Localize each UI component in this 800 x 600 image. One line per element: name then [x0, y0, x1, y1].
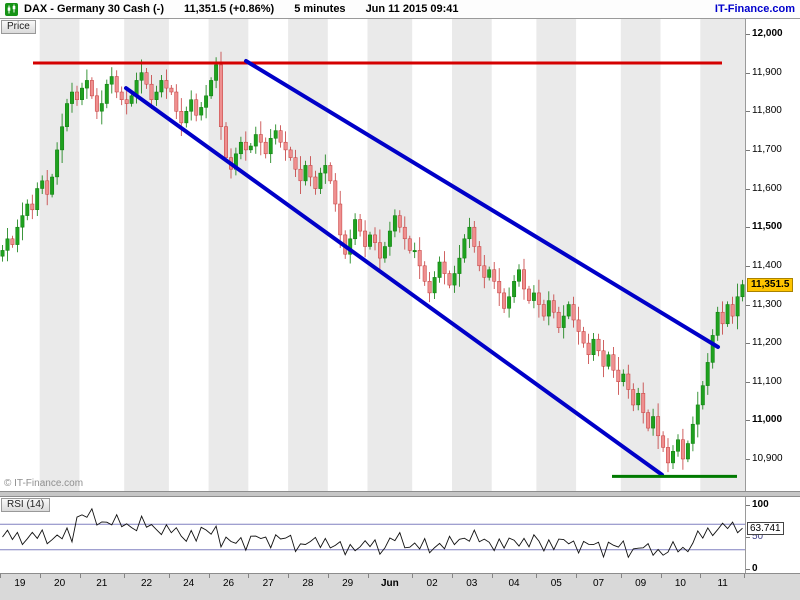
time-axis-tick	[536, 574, 538, 578]
time-axis-tick	[412, 574, 414, 578]
day-band	[208, 19, 249, 491]
day-band	[452, 19, 492, 491]
time-axis-tick	[39, 574, 41, 578]
brand-link[interactable]: IT-Finance.com	[714, 3, 795, 15]
price-axis-label: 11,000	[752, 414, 783, 426]
time-axis-label: 24	[183, 578, 195, 589]
datetime-label: Jun 11 2015 09:41	[365, 3, 459, 15]
price-axis-label: 12,000	[752, 28, 783, 39]
last-price-badge: 11,351.5	[747, 278, 794, 293]
price-axis-tick	[746, 149, 750, 151]
time-axis-tick	[0, 574, 1, 578]
time-axis-label: Jun	[381, 578, 399, 589]
time-axis-tick	[288, 574, 290, 578]
time-axis-label: 07	[592, 578, 605, 589]
channel-lower-line[interactable]	[124, 86, 664, 477]
price-axis-label: 11,100	[752, 375, 782, 387]
rsi-axis-tick	[746, 505, 750, 506]
time-axis-label: 26	[222, 578, 235, 589]
day-band	[536, 19, 577, 491]
day-band	[700, 19, 745, 491]
price-axis-tick	[746, 304, 750, 306]
rsi-axis-tick	[746, 537, 750, 538]
price-axis-tick	[746, 188, 750, 190]
time-axis-label: 19	[14, 578, 26, 589]
rsi-axis-label: 50	[752, 531, 764, 542]
time-axis-label: 27	[262, 578, 274, 589]
price-pane[interactable]: Price © IT-Finance.com	[0, 19, 745, 491]
price-axis-tick	[746, 111, 750, 113]
rsi-pane[interactable]: RSI (14)	[0, 497, 745, 573]
price-axis-label: 11,300	[752, 298, 782, 310]
time-axis-label: 05	[550, 578, 562, 589]
day-bands	[39, 19, 745, 491]
rsi-value-badge: 63.741	[747, 521, 784, 535]
time-axis-tick	[620, 574, 622, 578]
time-axis-tick	[452, 574, 453, 578]
watermark: © IT-Finance.com	[4, 478, 84, 489]
time-axis-label: 10	[674, 578, 686, 589]
last-price-change: 11,351.5 (+0.86%)	[183, 3, 275, 15]
time-axis-label: 04	[508, 578, 520, 589]
price-axis[interactable]: 11,351.5 12,000 11,900 11,800 11,700 11,600 1…	[745, 19, 800, 491]
time-axis-tick	[660, 574, 662, 578]
rsi-axis-label: 100	[752, 499, 769, 510]
price-chart-canvas[interactable]	[0, 19, 745, 491]
time-axis-tick	[491, 574, 493, 578]
price-axis-label: 11,500	[752, 221, 783, 233]
instrument-icon	[5, 2, 19, 16]
price-axis-label: 11,600	[752, 182, 782, 194]
price-axis-tick	[746, 227, 750, 229]
time-axis-tick	[248, 574, 250, 578]
time-axis-tick	[124, 574, 126, 578]
rsi-axis-label: 0	[752, 563, 758, 574]
day-band	[39, 19, 80, 491]
time-axis-tick	[208, 574, 210, 578]
price-axis-label: 11,400	[752, 259, 782, 271]
time-axis-label: 29	[342, 578, 354, 589]
rsi-level-lines	[0, 523, 745, 551]
rsi-pane-tab[interactable]: RSI (14)	[1, 498, 51, 512]
price-axis-tick	[746, 34, 750, 35]
price-axis-tick	[746, 381, 750, 383]
time-axis-label: 20	[54, 578, 66, 589]
channel-upper-line[interactable]	[244, 59, 720, 349]
rsi-line	[2, 507, 743, 559]
time-axis-label: 09	[635, 578, 647, 589]
price-axis-label: 10,900	[752, 453, 783, 464]
price-axis-tick	[746, 343, 750, 345]
price-axis-tick	[746, 420, 750, 422]
time-axis-tick	[327, 574, 329, 578]
time-axis-label: 03	[466, 578, 478, 589]
day-band	[620, 19, 661, 491]
time-axis-label: 11	[717, 578, 728, 589]
price-axis-tick	[746, 72, 750, 74]
time-axis-tick	[576, 574, 578, 578]
time-axis-label: 21	[96, 578, 108, 589]
price-pane-tab[interactable]: Price	[1, 20, 36, 34]
price-axis-label: 11,700	[752, 143, 782, 155]
price-axis-tick	[746, 459, 750, 460]
instrument-title: DAX - Germany 30 Cash (-)	[24, 3, 164, 15]
rsi-chart-canvas[interactable]	[0, 497, 745, 573]
time-axis-tick	[700, 574, 702, 578]
titlebar: DAX - Germany 30 Cash (-) 11,351.5 (+0.8…	[0, 0, 800, 19]
time-axis-label: 02	[426, 578, 438, 589]
price-axis-label: 11,900	[752, 66, 782, 78]
pane-divider[interactable]	[0, 491, 800, 497]
time-axis-label: 28	[302, 578, 314, 589]
rsi-axis[interactable]: 63.741 100 50 0	[745, 497, 800, 574]
time-axis-label: 22	[140, 578, 153, 589]
time-axis-tick	[744, 574, 745, 578]
price-axis-label: 11,800	[752, 105, 782, 117]
price-axis-label: 11,200	[752, 337, 782, 349]
rsi-axis-tick	[746, 569, 750, 570]
time-axis-tick	[168, 574, 170, 578]
timeframe-label[interactable]: 5 minutes	[294, 3, 346, 15]
price-axis-tick	[746, 265, 750, 267]
time-axis-tick	[367, 574, 369, 578]
time-axis-tick	[79, 574, 81, 578]
time-axis[interactable]: 19 20 21 22 24 26 27 28 29 Jun 02 03 04 05 07 09 10 11	[0, 573, 800, 600]
